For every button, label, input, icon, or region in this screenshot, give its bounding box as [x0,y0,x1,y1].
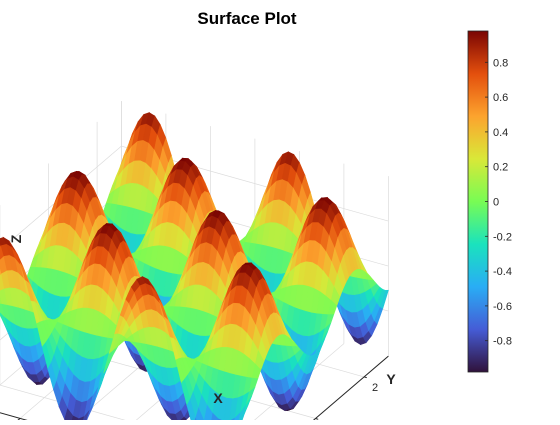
x-axis-label: X [213,390,223,406]
colorbar-tick-label: 0.4 [493,127,508,139]
colorbar-tick-label: 0.8 [493,57,508,69]
colorbar-tick-label: 0 [493,197,499,209]
colorbar-tick-label: -0.2 [493,231,512,243]
surface [0,112,389,425]
colorbar-ticks: -0.8 -0.6 -0.4 -0.2 0 0.2 0.4 0.6 0.8 [485,57,512,348]
z-axis-label: Z [8,234,24,243]
colorbar-tick-label: -0.8 [493,336,512,348]
colorbar-tick-label: -0.6 [493,301,512,313]
colorbar: -0.8 -0.6 -0.4 -0.2 0 0.2 0.4 0.6 0.8 [467,30,512,373]
y-axis-label: Y [386,371,396,387]
y-tick-label: 2 [372,382,378,394]
colorbar-tick-label: -0.4 [493,266,512,278]
colorbar-tick-label: 0.2 [493,162,508,174]
chart-title: Surface Plot [197,9,297,28]
colorbar-tick-label: 0.6 [493,92,508,104]
